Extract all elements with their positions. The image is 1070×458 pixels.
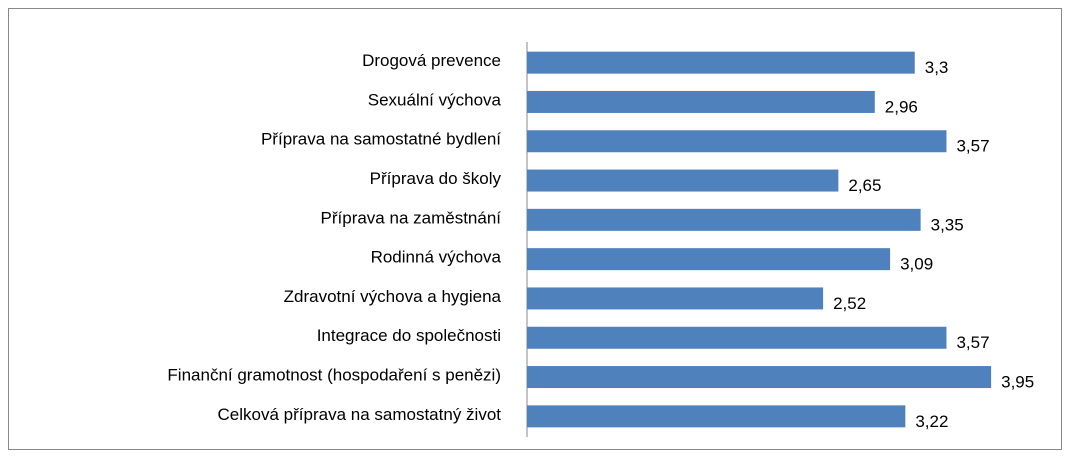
bar [527,326,947,349]
y-tick-label: Celková příprava na samostatný život [218,405,502,424]
bar [527,248,891,271]
data-label: 2,65 [848,176,881,195]
bar [527,405,906,428]
y-tick-label: Příprava na samostatné bydlení [261,130,501,149]
data-label: 3,35 [931,215,964,234]
data-label: 3,95 [1001,373,1034,392]
y-tick-label: Drogová prevence [362,51,501,70]
bar [527,208,921,231]
data-label: 3,22 [915,412,948,431]
bar [527,366,992,389]
data-label: 3,57 [956,137,989,156]
y-tick-label: Rodinná výchova [371,248,502,267]
data-label: 3,57 [956,333,989,352]
data-label: 2,96 [885,97,918,116]
data-label: 3,3 [925,58,949,77]
y-tick-label: Příprava na zaměstnání [321,208,502,227]
bar [527,287,824,310]
y-tick-label: Zdravotní výchova a hygiena [284,287,502,306]
bar [527,51,915,74]
y-tick-label: Finanční gramotnost (hospodaření s peněz… [167,366,501,385]
bar [527,90,875,113]
bar [527,130,947,153]
y-tick-label: Integrace do společnosti [317,326,501,345]
bar [527,169,839,192]
data-label: 3,09 [900,255,933,274]
data-label: 2,52 [833,294,866,313]
y-tick-label: Sexuální výchova [368,90,502,109]
y-tick-label: Příprava do školy [370,169,502,188]
